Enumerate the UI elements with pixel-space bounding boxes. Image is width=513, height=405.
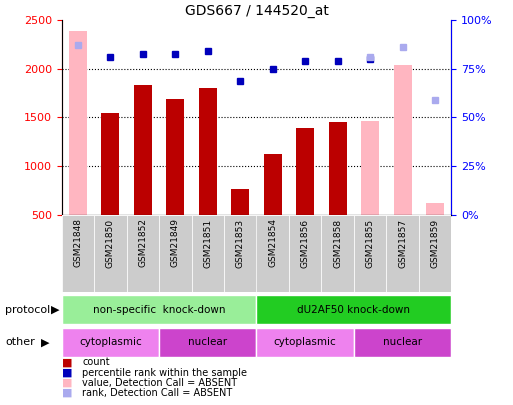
Text: ■: ■ [62, 358, 72, 367]
Bar [134, 85, 152, 215]
Text: GSM21859: GSM21859 [431, 219, 440, 268]
Bar [426, 203, 444, 215]
Bar [199, 88, 216, 215]
Bar [102, 113, 119, 215]
Text: other: other [5, 337, 35, 347]
Bar [159, 215, 191, 292]
Text: GSM21851: GSM21851 [203, 219, 212, 268]
Bar [354, 328, 451, 357]
Text: ■: ■ [62, 368, 72, 377]
Text: GSM21853: GSM21853 [236, 219, 245, 268]
Bar [94, 215, 127, 292]
Text: nuclear: nuclear [383, 337, 422, 347]
Bar [159, 328, 256, 357]
Text: ■: ■ [62, 378, 72, 388]
Text: GSM21856: GSM21856 [301, 219, 310, 268]
Text: count: count [82, 358, 110, 367]
Bar [361, 122, 379, 215]
Bar [419, 215, 451, 292]
Bar [394, 65, 411, 215]
Bar [264, 154, 282, 215]
Bar [191, 215, 224, 292]
Text: GSM21854: GSM21854 [268, 219, 277, 267]
Text: ■: ■ [62, 388, 72, 398]
Text: non-specific  knock-down: non-specific knock-down [93, 305, 225, 315]
Text: GSM21858: GSM21858 [333, 219, 342, 268]
Text: GSM21850: GSM21850 [106, 219, 115, 268]
Text: dU2AF50 knock-down: dU2AF50 knock-down [298, 305, 410, 315]
Text: ▶: ▶ [51, 305, 60, 315]
Text: percentile rank within the sample: percentile rank within the sample [82, 368, 247, 377]
Bar [62, 328, 159, 357]
Bar [127, 215, 159, 292]
Bar [62, 295, 256, 324]
Bar [256, 295, 451, 324]
Bar [297, 128, 314, 215]
Text: cytoplasmic: cytoplasmic [79, 337, 142, 347]
Bar [231, 190, 249, 215]
Title: GDS667 / 144520_at: GDS667 / 144520_at [185, 4, 328, 18]
Bar [256, 215, 289, 292]
Bar [322, 215, 354, 292]
Text: nuclear: nuclear [188, 337, 227, 347]
Bar [166, 99, 184, 215]
Text: protocol: protocol [5, 305, 50, 315]
Text: value, Detection Call = ABSENT: value, Detection Call = ABSENT [82, 378, 237, 388]
Bar [289, 215, 322, 292]
Text: cytoplasmic: cytoplasmic [274, 337, 337, 347]
Bar [62, 215, 94, 292]
Text: GSM21857: GSM21857 [398, 219, 407, 268]
Text: GSM21852: GSM21852 [139, 219, 147, 267]
Bar [329, 122, 347, 215]
Bar [354, 215, 386, 292]
Text: rank, Detection Call = ABSENT: rank, Detection Call = ABSENT [82, 388, 232, 398]
Text: GSM21849: GSM21849 [171, 219, 180, 267]
Text: ▶: ▶ [41, 337, 50, 347]
Bar [69, 31, 87, 215]
Bar [386, 215, 419, 292]
Text: GSM21848: GSM21848 [73, 219, 82, 267]
Bar [224, 215, 256, 292]
Text: GSM21855: GSM21855 [366, 219, 374, 268]
Bar [256, 328, 354, 357]
